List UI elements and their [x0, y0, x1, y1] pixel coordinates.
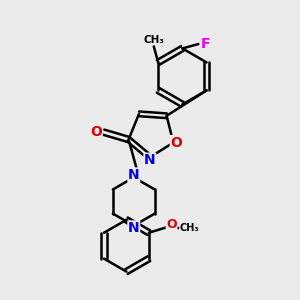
- Text: CH₃: CH₃: [180, 223, 199, 233]
- Text: N: N: [128, 221, 140, 235]
- Text: N: N: [144, 153, 156, 167]
- Text: N: N: [128, 168, 140, 182]
- Text: O: O: [166, 218, 177, 231]
- Text: O: O: [170, 136, 182, 150]
- Text: F: F: [200, 37, 210, 51]
- Text: CH₃: CH₃: [143, 35, 164, 45]
- Text: O: O: [90, 125, 102, 139]
